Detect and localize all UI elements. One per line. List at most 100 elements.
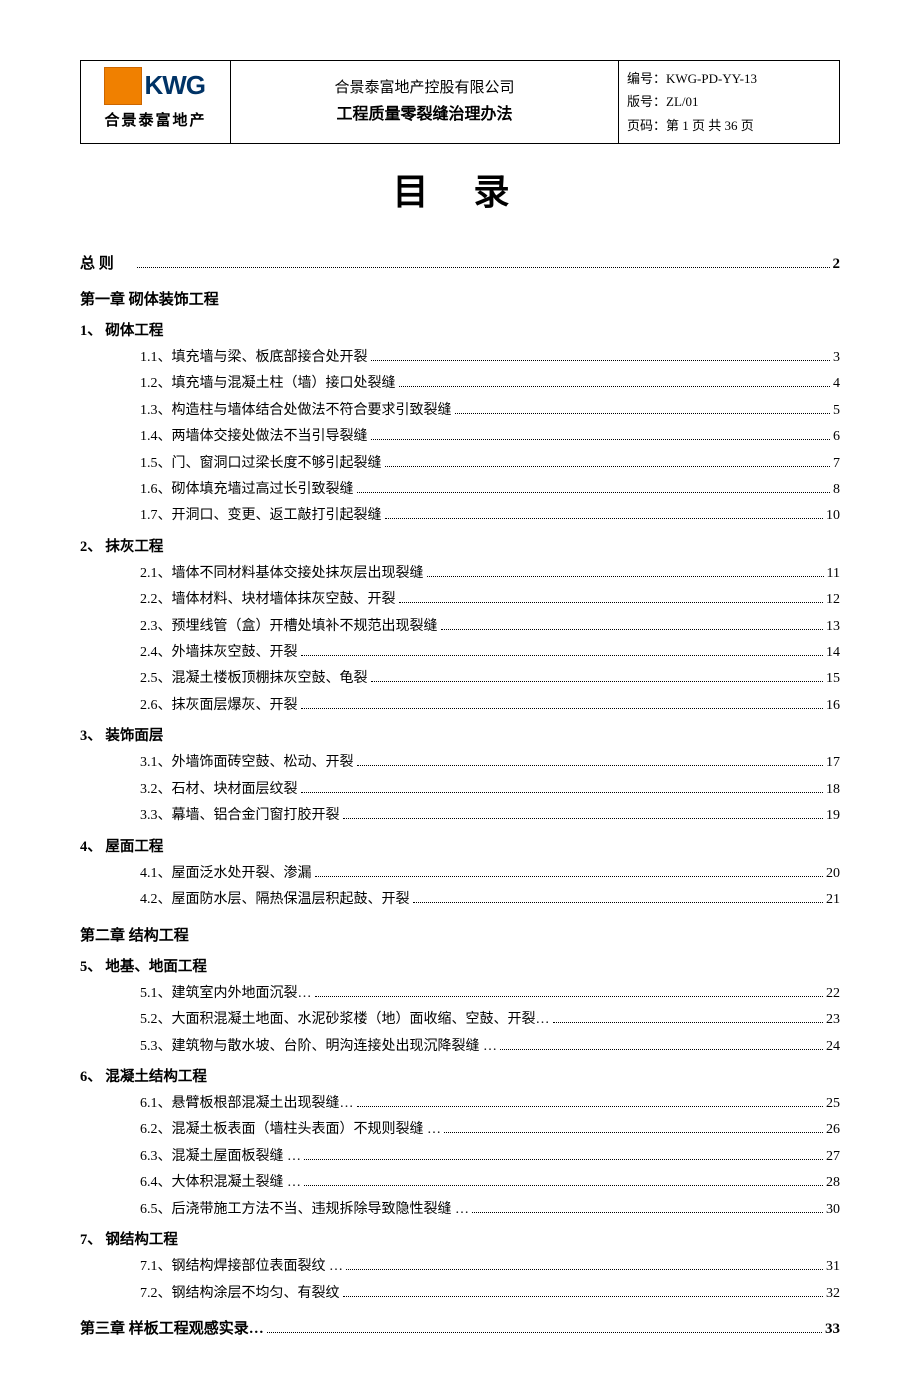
sec6-item-1-page: 26 xyxy=(826,1119,840,1141)
toc-item: 1.6、砌体填充墙过高过长引致裂缝 8 xyxy=(80,479,840,501)
sec6-item-2-page: 27 xyxy=(826,1146,840,1168)
leader-dots xyxy=(357,765,824,766)
toc-item: 1.7、开洞口、变更、返工敲打引起裂缝 10 xyxy=(80,505,840,527)
leader-dots xyxy=(371,439,831,440)
toc-item: 6.4、大体积混凝土裂缝 … 28 xyxy=(80,1172,840,1194)
sec6-item-2-label: 6.3、混凝土屋面板裂缝 … xyxy=(140,1146,301,1168)
sec2-item-0-page: 11 xyxy=(827,563,840,585)
sec6-item-3-page: 28 xyxy=(826,1172,840,1194)
sec2-item-5-page: 16 xyxy=(826,695,840,717)
sec2-item-3-page: 14 xyxy=(826,642,840,664)
leader-dots xyxy=(399,386,831,387)
sec1-item-6-label: 1.7、开洞口、变更、返工敲打引起裂缝 xyxy=(140,505,382,527)
sec3-item-0-label: 3.1、外墙饰面砖空鼓、松动、开裂 xyxy=(140,752,354,774)
version-value: ZL/01 xyxy=(666,94,699,109)
sec3-item-0-page: 17 xyxy=(826,752,840,774)
toc-item: 1.4、两墙体交接处做法不当引导裂缝 6 xyxy=(80,426,840,448)
sec1-item-2-label: 1.3、构造柱与墙体结合处做法不符合要求引致裂缝 xyxy=(140,400,452,422)
toc-item: 1.1、填充墙与梁、板底部接合处开裂3 xyxy=(80,347,840,369)
leader-dots xyxy=(500,1049,823,1050)
sec2-item-2-label: 2.3、预埋线管（盒）开槽处填补不规范出现裂缝 xyxy=(140,616,438,638)
sec2-item-0-label: 2.1、墙体不同材料基体交接处抹灰层出现裂缝 xyxy=(140,563,424,585)
sec2-item-1-page: 12 xyxy=(826,589,840,611)
leader-dots xyxy=(427,576,824,577)
toc-item: 6.3、混凝土屋面板裂缝 … 27 xyxy=(80,1146,840,1168)
leader-dots xyxy=(357,1106,824,1107)
sec1-item-4-label: 1.5、门、窗洞口过梁长度不够引起裂缝 xyxy=(140,453,382,475)
sec1-item-3-label: 1.4、两墙体交接处做法不当引导裂缝 xyxy=(140,426,368,448)
toc-item: 2.4、外墙抹灰空鼓、开裂 14 xyxy=(80,642,840,664)
toc-item: 2.6、抹灰面层爆灰、开裂 16 xyxy=(80,695,840,717)
toc-item: 5.1、建筑室内外地面沉裂…22 xyxy=(80,983,840,1005)
toc-item: 6.2、混凝土板表面（墙柱头表面）不规则裂缝 … 26 xyxy=(80,1119,840,1141)
sec4-item-0-label: 4.1、屋面泛水处开裂、渗漏 xyxy=(140,863,312,885)
sec6-item-3-label: 6.4、大体积混凝土裂缝 … xyxy=(140,1172,301,1194)
sec7-item-0-label: 7.1、钢结构焊接部位表面裂纹 … xyxy=(140,1256,343,1278)
leader-dots xyxy=(346,1269,823,1270)
toc-item: 1.2、填充墙与混凝土柱（墙）接口处裂缝 4 xyxy=(80,373,840,395)
leader-dots xyxy=(385,466,831,467)
leader-dots xyxy=(357,492,831,493)
toc-item: 3.2、石材、块材面层纹裂18 xyxy=(80,779,840,801)
sec2-item-4-label: 2.5、混凝土楼板顶棚抹灰空鼓、龟裂 xyxy=(140,668,368,690)
leader-dots xyxy=(385,518,824,519)
sec5-item-1-label: 5.2、大面积混凝土地面、水泥砂浆楼（地）面收缩、空鼓、开裂… xyxy=(140,1009,550,1031)
leader-dots xyxy=(371,360,831,361)
logo-cell: KWG 合景泰富地产 xyxy=(81,61,231,143)
sec1-item-5-page: 8 xyxy=(833,479,840,501)
toc-item: 1.3、构造柱与墙体结合处做法不符合要求引致裂缝5 xyxy=(80,400,840,422)
leader-dots xyxy=(304,1185,823,1186)
sec4-head: 4、 屋面工程 xyxy=(80,836,840,859)
leader-dots xyxy=(301,655,824,656)
sec5-item-2-page: 24 xyxy=(826,1036,840,1058)
general-label: 总 则 xyxy=(80,252,114,276)
sec2-item-1-label: 2.2、墙体材料、块材墙体抹灰空鼓、开裂 xyxy=(140,589,396,611)
leader-dots xyxy=(343,818,824,819)
leader-dots xyxy=(444,1132,823,1133)
toc-item: 4.2、屋面防水层、隔热保温层积起鼓、开裂21 xyxy=(80,889,840,911)
sec1-item-3-page: 6 xyxy=(833,426,840,448)
chapter-3: 第三章 样板工程观感实录… 33 xyxy=(80,1317,840,1341)
page-label: 页码： xyxy=(627,118,666,133)
leader-dots xyxy=(441,629,824,630)
toc: 总 则 2 第一章 砌体装饰工程 1、 砌体工程 1.1、填充墙与梁、板底部接合… xyxy=(80,252,840,1341)
sec2-item-3-label: 2.4、外墙抹灰空鼓、开裂 xyxy=(140,642,298,664)
sec6-item-1-label: 6.2、混凝土板表面（墙柱头表面）不规则裂缝 … xyxy=(140,1119,441,1141)
leader-dots xyxy=(301,708,824,709)
logo-cn-text: 合景泰富地产 xyxy=(104,109,206,133)
sec1-item-0-label: 1.1、填充墙与梁、板底部接合处开裂 xyxy=(140,347,368,369)
sec5-head: 5、 地基、地面工程 xyxy=(80,956,840,979)
company-name: 合景泰富地产控股有限公司 xyxy=(239,76,610,100)
logo-square-icon xyxy=(104,67,142,105)
sec5-item-0-page: 22 xyxy=(826,983,840,1005)
leader-dots xyxy=(315,996,824,997)
sec1-item-1-page: 4 xyxy=(833,373,840,395)
page-title: 目 录 xyxy=(80,164,840,222)
sec4-item-1-label: 4.2、屋面防水层、隔热保温层积起鼓、开裂 xyxy=(140,889,410,911)
toc-item: 5.2、大面积混凝土地面、水泥砂浆楼（地）面收缩、空鼓、开裂…23 xyxy=(80,1009,840,1031)
sec1-item-5-label: 1.6、砌体填充墙过高过长引致裂缝 xyxy=(140,479,354,501)
document-title: 工程质量零裂缝治理办法 xyxy=(239,102,610,128)
leader-dots xyxy=(455,413,831,414)
sec3-item-2-page: 19 xyxy=(826,805,840,827)
sec6-item-4-label: 6.5、后浇带施工方法不当、违规拆除导致隐性裂缝 … xyxy=(140,1199,469,1221)
sec4-item-0-page: 20 xyxy=(826,863,840,885)
toc-item: 2.3、预埋线管（盒）开槽处填补不规范出现裂缝13 xyxy=(80,616,840,638)
toc-item: 2.1、墙体不同材料基体交接处抹灰层出现裂缝 11 xyxy=(80,563,840,585)
toc-item: 2.5、混凝土楼板顶棚抹灰空鼓、龟裂 15 xyxy=(80,668,840,690)
chapter3-label: 第三章 样板工程观感实录… xyxy=(80,1317,264,1341)
leader-dots xyxy=(472,1212,823,1213)
sec2-item-4-page: 15 xyxy=(826,668,840,690)
sec6-item-0-label: 6.1、悬臂板根部混凝土出现裂缝… xyxy=(140,1093,354,1115)
sec1-item-6-page: 10 xyxy=(826,505,840,527)
leader-dots xyxy=(399,602,824,603)
logo-text: KWG xyxy=(144,65,205,107)
sec7-head: 7、 钢结构工程 xyxy=(80,1229,840,1252)
sec2-item-5-label: 2.6、抹灰面层爆灰、开裂 xyxy=(140,695,298,717)
toc-item: 3.1、外墙饰面砖空鼓、松动、开裂 17 xyxy=(80,752,840,774)
meta-cell: 编号：KWG-PD-YY-13 版号：ZL/01 页码：第 1 页 共 36 页 xyxy=(619,61,839,143)
sec1-head: 1、 砌体工程 xyxy=(80,320,840,343)
toc-item: 2.2、墙体材料、块材墙体抹灰空鼓、开裂 12 xyxy=(80,589,840,611)
sec3-head: 3、 装饰面层 xyxy=(80,725,840,748)
sec1-item-1-label: 1.2、填充墙与混凝土柱（墙）接口处裂缝 xyxy=(140,373,396,395)
